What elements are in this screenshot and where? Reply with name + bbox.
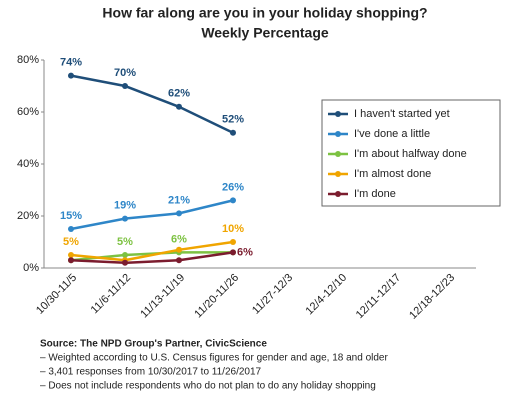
- x-tick-label: 12/18-12/23: [407, 272, 457, 322]
- value-label: 5%: [117, 236, 133, 248]
- legend-label: I haven't started yet: [354, 108, 450, 120]
- value-label: 6%: [237, 246, 253, 258]
- point: [122, 215, 128, 222]
- legend-marker: [335, 171, 341, 177]
- note: – 3,401 responses from 10/30/2017 to 11/…: [40, 367, 262, 378]
- chart-subtitle: Weekly Percentage: [201, 25, 329, 41]
- series-line: [70, 74, 234, 134]
- legend-marker: [335, 111, 341, 117]
- point: [230, 197, 236, 204]
- note: – Does not include respondents who do no…: [40, 381, 376, 392]
- y-tick-label: 80%: [17, 54, 39, 66]
- x-tick-label: 11/13-11/19: [138, 272, 187, 321]
- value-label: 52%: [222, 114, 244, 126]
- legend-marker: [335, 151, 341, 157]
- point: [176, 257, 182, 264]
- value-label: 5%: [63, 236, 79, 248]
- legend-marker: [335, 131, 341, 137]
- point: [176, 246, 182, 253]
- value-label: 62%: [168, 88, 190, 100]
- y-tick-label: 20%: [17, 210, 39, 222]
- value-label: 21%: [168, 194, 190, 206]
- point: [68, 257, 74, 264]
- point: [68, 226, 74, 232]
- value-label: 19%: [114, 200, 136, 212]
- value-label: 6%: [171, 233, 187, 245]
- value-label: 10%: [222, 223, 244, 235]
- series-line: [70, 240, 234, 262]
- x-tick-label: 10/30-11/5: [34, 272, 79, 317]
- point: [122, 83, 128, 89]
- legend-label: I'm about halfway done: [354, 148, 467, 160]
- x-tick-label: 11/20-11/26: [192, 272, 241, 321]
- chart-title: How far along are you in your holiday sh…: [102, 5, 427, 21]
- point: [68, 72, 74, 79]
- legend-marker: [335, 191, 341, 197]
- point: [230, 249, 236, 256]
- point: [230, 129, 236, 136]
- value-label: 15%: [60, 210, 82, 222]
- point: [122, 259, 128, 266]
- x-tick-label: 11/6-11/12: [89, 272, 134, 317]
- value-label: 70%: [114, 67, 136, 79]
- legend-label: I've done a little: [354, 128, 430, 140]
- legend-label: I'm done: [354, 188, 396, 200]
- y-tick-label: 60%: [17, 106, 39, 118]
- point: [122, 252, 128, 258]
- series-line: [70, 251, 234, 265]
- point: [68, 252, 74, 258]
- series-line: [70, 199, 234, 231]
- legend-box: [321, 99, 501, 207]
- value-label: 26%: [222, 181, 244, 193]
- note: Source: The NPD Group's Partner, CivicSc…: [40, 339, 267, 350]
- x-tick-label: 12/4-12/10: [303, 272, 349, 318]
- y-tick-label: 40%: [17, 158, 39, 170]
- legend-label: I'm almost done: [354, 168, 431, 180]
- value-label: 74%: [60, 57, 82, 69]
- y-tick-label: 0%: [23, 262, 39, 274]
- x-tick-label: 12/11-12/17: [354, 272, 403, 321]
- point: [176, 103, 182, 110]
- point: [176, 210, 182, 217]
- note: – Weighted according to U.S. Census figu…: [40, 353, 388, 364]
- x-tick-label: 11/27-12/3: [250, 272, 295, 317]
- point: [230, 239, 236, 245]
